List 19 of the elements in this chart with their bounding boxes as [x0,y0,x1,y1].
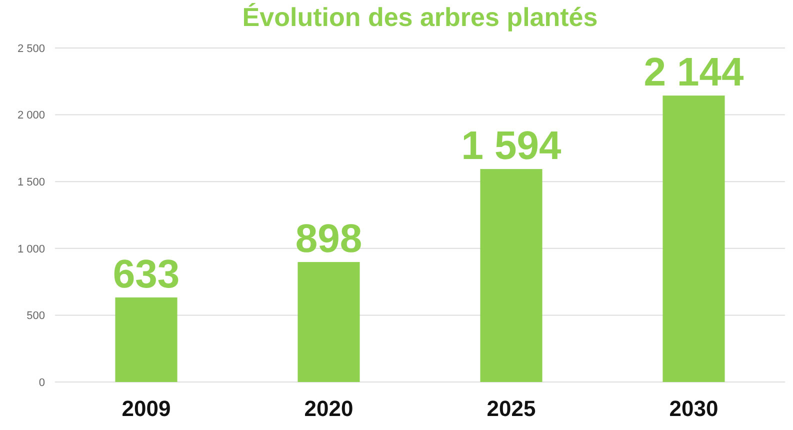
y-tick-label: 1 000 [17,243,45,256]
bar [115,297,178,382]
y-tick-label: 0 [38,376,45,389]
y-tick-label: 500 [26,310,45,322]
bar [480,169,542,382]
bar [662,96,725,382]
y-tick-label: 1 500 [17,176,45,188]
x-tick-label: 2030 [669,396,718,421]
x-tick-label: 2025 [486,396,536,421]
x-tick-label: 2020 [304,396,354,421]
data-label: 2 144 [644,50,745,95]
data-label: 1 594 [461,124,562,168]
data-label: 898 [295,217,362,262]
chart-title: Évolution des arbres plantés [242,2,598,32]
bar [298,262,360,382]
y-tick-label: 2 000 [17,110,45,122]
data-label: 633 [112,252,180,296]
x-tick-label: 2009 [122,396,171,421]
y-tick-label: 2 500 [17,42,45,55]
